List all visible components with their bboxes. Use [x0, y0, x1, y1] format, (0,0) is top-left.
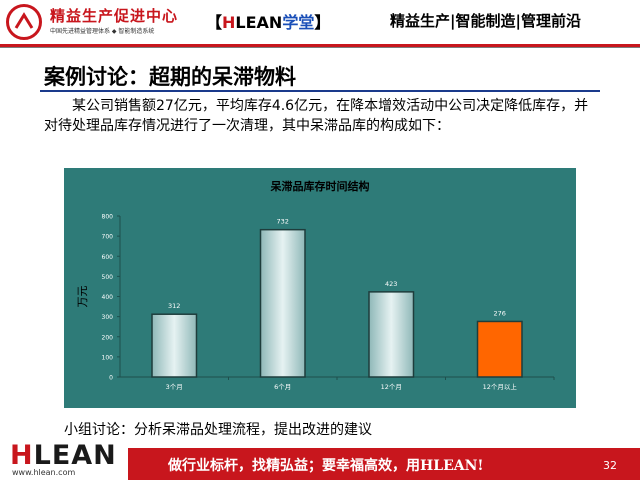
- logo-title: 精益生产促进中心: [50, 7, 179, 25]
- footer-logo-h: H: [10, 440, 34, 471]
- bar: [368, 291, 415, 378]
- y-tick-label: 100: [102, 354, 114, 361]
- bar-chart: 0 100 200 300 400 500 600 700 800 万元 312 3个月 732 6个月 4…: [76, 214, 555, 391]
- chart-title: 呆滞品库存时间结构: [270, 180, 370, 193]
- header: 精益生产促进中心 中国先进精益管理体系 ◆ 智能制造系统 【HLEAN学堂】 精…: [0, 0, 640, 44]
- brand-lean: LEAN: [235, 13, 283, 32]
- title-underline: [40, 90, 600, 92]
- footer-slogan: 做行业标杆，找精弘益；要幸福高效，用HLEAN!: [168, 458, 484, 474]
- y-tick-label: 700: [102, 234, 114, 241]
- x-tick-label: 12个月以上: [483, 382, 518, 391]
- bar: [259, 228, 306, 378]
- header-divider: [0, 44, 640, 47]
- bar-value-label: 423: [385, 280, 397, 288]
- x-tick-label: 6个月: [274, 383, 291, 391]
- y-tick-label: 0: [109, 375, 113, 382]
- footer-logo: HLEAN: [10, 440, 117, 471]
- bar: [151, 313, 198, 378]
- footer-bar: [128, 448, 640, 480]
- header-divider-thin: [0, 47, 640, 48]
- y-tick-label: 500: [102, 274, 114, 281]
- y-tick-label: 200: [102, 334, 114, 341]
- x-tick-label: 3个月: [166, 383, 183, 391]
- bar: [476, 320, 523, 378]
- brand-xuetang: 学堂: [282, 13, 315, 32]
- brand-label: 【HLEAN学堂】: [206, 9, 330, 33]
- chart-container: 呆滞品库存时间结构 0 100 200 300 400 500 600 700 800 万元 312…: [64, 168, 576, 408]
- brand-h: H: [222, 13, 236, 32]
- header-slogan: 精益生产|智能制造|管理前沿: [390, 12, 581, 30]
- y-tick-label: 600: [102, 254, 114, 261]
- case-paragraph: 某公司销售额27亿元，平均库存4.6亿元，在降本增效活动中公司决定降低库存，并对…: [44, 98, 589, 134]
- discussion-prompt: 小组讨论：分析呆滞品处理流程，提出改进的建议: [64, 422, 372, 438]
- logo-subtitle: 中国先进精益管理体系 ◆ 智能制造系统: [50, 28, 155, 35]
- y-axis-label: 万元: [76, 286, 89, 308]
- brand-bracket-right: 】: [314, 13, 331, 32]
- bar-value-label: 732: [277, 218, 289, 226]
- page-title: 案例讨论：超期的呆滞物料: [44, 65, 296, 89]
- footer-url: www.hlean.com: [12, 468, 76, 477]
- bar-value-label: 276: [494, 309, 506, 317]
- brand-bracket-left: 【: [206, 13, 223, 32]
- logo-icon: [6, 4, 42, 40]
- y-tick-label: 400: [102, 294, 114, 301]
- y-tick-label: 800: [102, 214, 114, 221]
- y-tick-label: 300: [102, 314, 114, 321]
- page-number: 32: [603, 459, 617, 472]
- bar-value-label: 312: [168, 302, 180, 310]
- x-tick-label: 12个月: [381, 383, 402, 391]
- footer-logo-lean: LEAN: [33, 440, 117, 471]
